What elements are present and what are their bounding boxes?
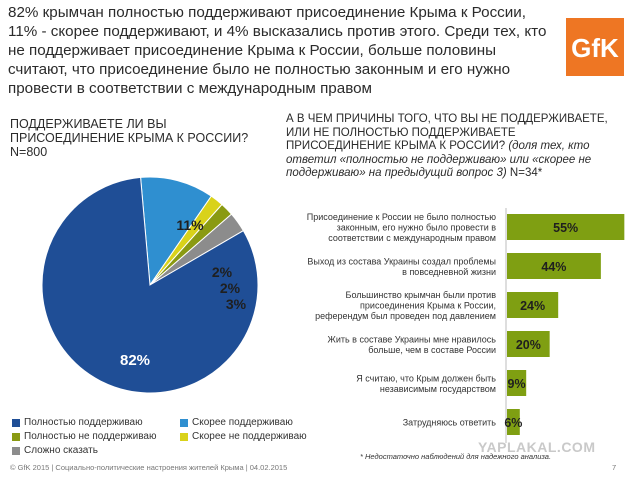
bar-category-label: Я считаю, что Крым должен быть независимы…	[356, 373, 496, 394]
bar	[507, 331, 550, 357]
pie-slice-label: 82%	[120, 352, 150, 369]
footer-note: * Недостаточно наблюдений для надежного …	[360, 452, 552, 461]
legend-swatch	[180, 432, 188, 441]
bar-category-label: Затрудняюсь ответить	[403, 418, 497, 428]
bar-value-label: 24%	[520, 299, 545, 313]
legend-swatch	[12, 446, 20, 455]
legend-item: Сложно сказать	[12, 445, 98, 456]
right-question-n: N=34*	[509, 167, 543, 179]
bar-value-label: 55%	[553, 221, 578, 235]
footer-copyright: © GfK 2015 | Социально-политические наст…	[10, 463, 288, 472]
legend-swatch	[12, 418, 20, 427]
gfk-logo: GfK	[566, 18, 624, 76]
pie-slice	[140, 176, 213, 287]
bar-category-label: Выход из состава Украины создал проблемы…	[307, 256, 496, 277]
gfk-logo-text: GfK	[571, 33, 619, 63]
headline-text: 82% крымчан полностью поддерживают присо…	[8, 4, 547, 97]
pie-chart-svg: 82%11%2%2%3%	[41, 176, 259, 394]
bar-value-label: 20%	[516, 338, 541, 352]
bar	[507, 292, 559, 318]
legend-swatch	[180, 418, 188, 427]
pie-chart: 82% 11% 2% 2% 3%	[0, 170, 280, 410]
legend-item: Полностью не поддерживаю	[12, 431, 156, 442]
left-question: ПОДДЕРЖИВАЕТЕ ЛИ ВЫ ПРИСОЕДИНЕНИЕ КРЫМА …	[10, 117, 280, 159]
pie-slice-label: 11%	[176, 217, 204, 233]
legend-swatch	[12, 432, 20, 441]
legend-item: Полностью поддерживаю	[12, 417, 143, 428]
page-number: 7	[612, 463, 617, 472]
bar-category-label: Жить в составе Украины мне нравилось боль…	[328, 334, 497, 355]
bar-value-label: 9%	[508, 377, 526, 391]
pie-slice-label: 2%	[220, 280, 241, 296]
gfk-logo-mark: GfK	[566, 18, 624, 76]
legend-label: Скорее не поддерживаю	[192, 431, 307, 442]
bar-category-label: Присоединение к России не было полностью…	[307, 212, 496, 243]
bar	[507, 253, 601, 279]
legend-item: Скорее не поддерживаю	[180, 431, 307, 442]
bar-category-label: Большинство крымчан были против присоедин…	[315, 290, 496, 321]
right-question: А В ЧЕМ ПРИЧИНЫ ТОГО, ЧТО ВЫ НЕ ПОДДЕРЖИ…	[286, 113, 616, 181]
legend-item: Скорее поддерживаю	[180, 417, 293, 428]
bar-chart: 55% Присоединение к России не было полнос…	[250, 208, 640, 443]
legend-label: Скорее поддерживаю	[192, 417, 293, 428]
bar	[507, 409, 520, 435]
pie-slice-label: 2%	[212, 264, 233, 280]
right-question-sub: (доля тех, кто ответил «полностью не под…	[286, 140, 592, 179]
bar-value-label: 6%	[504, 416, 522, 430]
bar	[507, 214, 625, 240]
watermark: YAPLAKAL.COM	[478, 439, 596, 455]
left-question-n: N=800	[10, 145, 48, 159]
pie-slice	[41, 176, 259, 394]
left-question-text: ПОДДЕРЖИВАЕТЕ ЛИ ВЫ ПРИСОЕДИНЕНИЕ КРЫМА …	[10, 117, 249, 145]
legend-label: Сложно сказать	[24, 445, 98, 456]
bar	[507, 370, 527, 396]
right-question-text: А В ЧЕМ ПРИЧИНЫ ТОГО, ЧТО ВЫ НЕ ПОДДЕРЖИ…	[286, 113, 608, 152]
legend-label: Полностью поддерживаю	[24, 417, 143, 428]
pie-slice-label: 3%	[226, 296, 247, 312]
legend-label: Полностью не поддерживаю	[24, 431, 157, 442]
bar-chart-svg: 55% Присоединение к России не было полнос…	[307, 208, 625, 443]
bar-value-label: 44%	[541, 260, 566, 274]
